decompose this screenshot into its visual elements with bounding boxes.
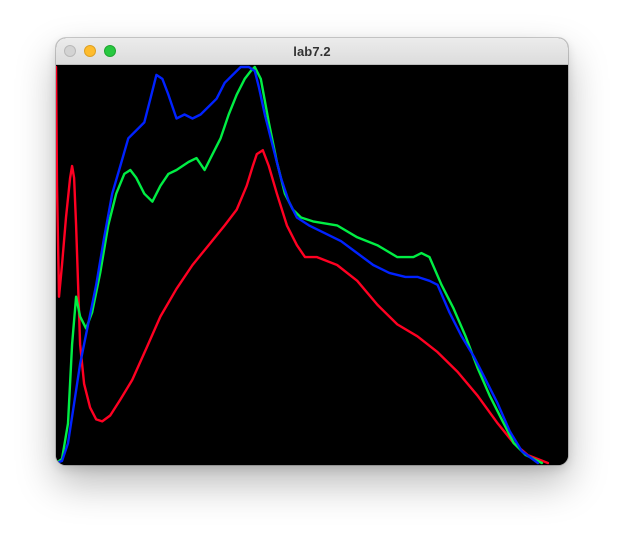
chart-background (56, 65, 568, 465)
histogram-series-1 (56, 65, 544, 465)
histogram-chart (56, 65, 568, 465)
histogram-canvas (56, 65, 568, 465)
window-title: lab7.2 (293, 44, 331, 59)
histogram-series-0 (56, 65, 550, 465)
histogram-series-2 (56, 65, 540, 465)
title-bar[interactable]: lab7.2 (56, 38, 568, 65)
close-button[interactable] (64, 45, 76, 57)
minimize-button[interactable] (84, 45, 96, 57)
app-window: lab7.2 (56, 38, 568, 465)
series-layer (56, 65, 550, 465)
zoom-button[interactable] (104, 45, 116, 57)
